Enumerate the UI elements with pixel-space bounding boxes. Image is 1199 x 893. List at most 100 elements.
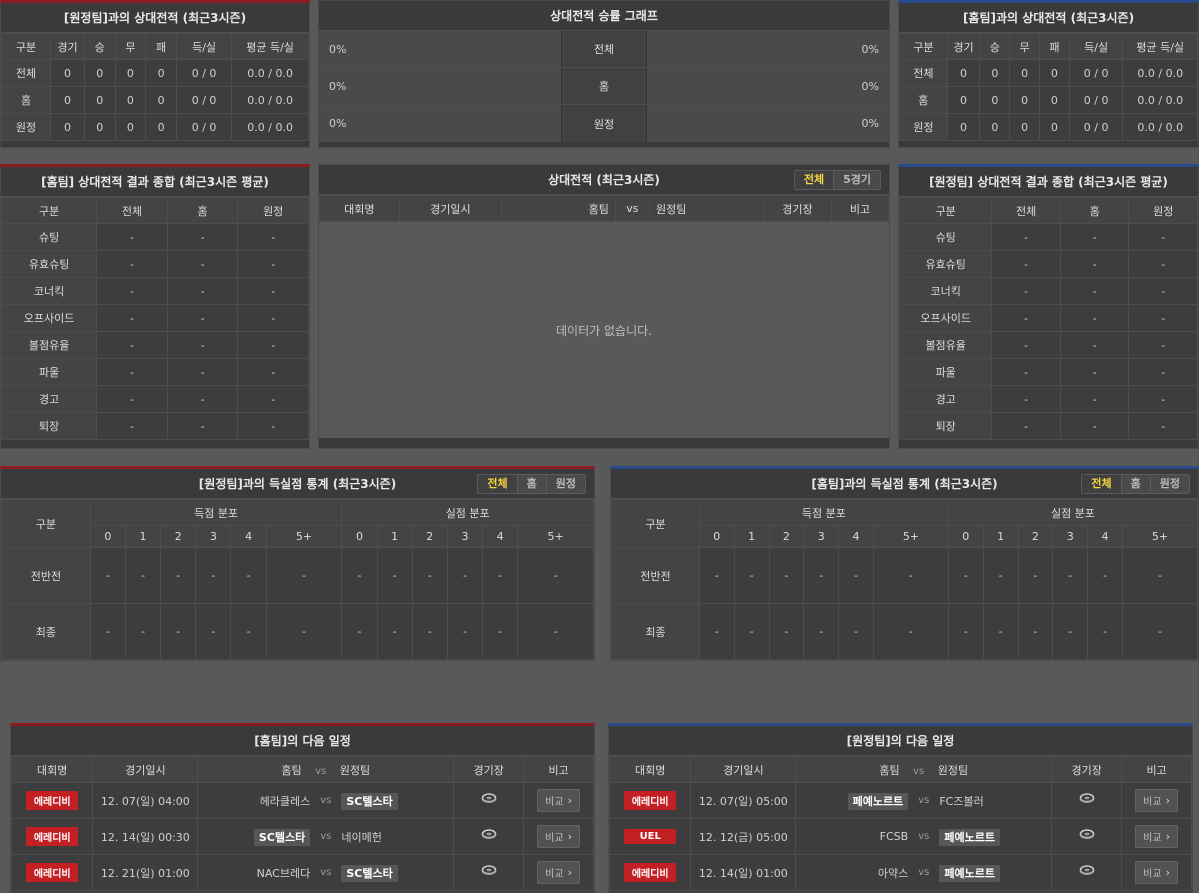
cell: - xyxy=(991,250,1061,278)
col-home-team: 홈팀 xyxy=(879,763,900,777)
tab-away[interactable]: 원정 xyxy=(1150,475,1189,493)
cell: - xyxy=(96,358,168,386)
table-row: 에레디비 12. 14(일) 01:00 아약스 vs 페예노르트 비교 › xyxy=(608,854,1192,891)
table-row: 퇴장 - - - xyxy=(0,412,309,440)
col-vs: vs xyxy=(315,765,327,777)
cell: 0 xyxy=(114,113,147,141)
compare-button[interactable]: 비교 › xyxy=(1135,861,1178,884)
tab-home[interactable]: 홈 xyxy=(1121,475,1151,493)
away-team-name[interactable]: FC즈볼러 xyxy=(939,794,984,808)
away-team-name[interactable]: 페예노르트 xyxy=(939,864,1000,882)
away-team-name[interactable]: SC텔스타 xyxy=(341,792,398,810)
cell: - xyxy=(96,331,168,359)
graph-right-value: 0% xyxy=(646,68,889,104)
cell: - xyxy=(768,547,805,604)
home-team-name[interactable]: SC텔스타 xyxy=(253,828,311,846)
cell: 0 xyxy=(83,86,116,114)
away-team-name[interactable]: 페예노르트 xyxy=(939,828,1000,846)
stadium-cell[interactable] xyxy=(1051,818,1123,855)
cell: 0.0 / 0.0 xyxy=(1122,113,1198,141)
panel-title: 상대전적 승률 그래프 xyxy=(319,1,889,31)
cell: - xyxy=(1128,250,1198,278)
cell: 0 xyxy=(114,86,147,114)
tab-all[interactable]: 전체 xyxy=(794,171,835,189)
cell: - xyxy=(1059,250,1130,278)
stadium-cell[interactable] xyxy=(453,782,525,819)
league-badge: 에레디비 xyxy=(26,791,79,810)
compare-button[interactable]: 비교 › xyxy=(1135,825,1178,848)
league-badge: 에레디비 xyxy=(624,863,677,882)
table-row: 에레디비 12. 14(일) 00:30 SC텔스타 vs 네이메헌 비교 › xyxy=(10,818,594,855)
home-team-name[interactable]: FCSB xyxy=(879,830,909,843)
table-header-row: 구분 경기 승 무 패 득/실 평균 득/실 xyxy=(899,33,1198,60)
home-team-name[interactable]: NAC브레다 xyxy=(256,866,311,880)
panel-schedule-home: [홈팀]의 다음 일정 대회명 경기일시 홈팀 vs 원정팀 경기장 비고 에레… xyxy=(10,723,595,893)
compare-button[interactable]: 비교 › xyxy=(537,789,580,812)
note-cell: 비교 › xyxy=(523,854,594,891)
h2h-away-table: 구분 경기 승 무 패 득/실 평균 득/실 전체 0 0 0 0 0 / 0 … xyxy=(0,33,309,141)
row-label: 파울 xyxy=(0,358,98,386)
match-cell: 아약스 vs 페예노르트 xyxy=(795,854,1053,891)
table-row: 파울 - - - xyxy=(0,358,309,386)
cell: 0 xyxy=(946,113,981,141)
row-label: 슈팅 xyxy=(0,223,98,251)
table-header-row: 대회명 경기일시 홈팀 vs 원정팀 경기장 비고 xyxy=(608,756,1192,783)
away-team-name[interactable]: SC텔스타 xyxy=(341,864,398,882)
cell: - xyxy=(265,547,343,604)
table-header-row: 0 1 2 3 4 5+ 0 1 2 3 4 5+ xyxy=(612,525,1199,548)
compare-button[interactable]: 비교 › xyxy=(1135,789,1178,812)
stadium-cell[interactable] xyxy=(453,854,525,891)
tab-all[interactable]: 전체 xyxy=(478,475,518,493)
cell: - xyxy=(446,603,484,660)
cell: - xyxy=(1128,223,1198,251)
col-bucket: 3 xyxy=(195,525,232,548)
cell: 0.0 / 0.0 xyxy=(231,113,309,141)
away-team-name[interactable]: 네이메헌 xyxy=(341,830,382,844)
graph-right-value: 0% xyxy=(646,105,889,142)
col-home-team: 홈팀 xyxy=(281,763,302,777)
cell: 0 xyxy=(145,86,177,114)
home-team-name[interactable]: 페예노르트 xyxy=(847,792,909,810)
tab-home[interactable]: 홈 xyxy=(517,475,547,493)
summary-away-table: 구분 전체 홈 원정 슈팅 - - - 유효슈팅 - - - 코너킥 - - - 오프사이드 - - - 볼점유… xyxy=(898,197,1198,440)
match-cell: FCSB vs 페예노르트 xyxy=(795,818,1053,855)
stadium-cell[interactable] xyxy=(453,818,525,855)
cell: - xyxy=(1087,547,1123,604)
stadium-icon xyxy=(481,829,497,839)
cell: - xyxy=(1128,412,1198,440)
league-badge: 에레디비 xyxy=(624,791,677,810)
col-bucket: 1 xyxy=(124,525,162,548)
cell: - xyxy=(89,603,126,660)
col-league: 대회명 xyxy=(608,756,692,783)
cell: 0 xyxy=(1009,113,1041,141)
graph-row: 0% 전체 0% xyxy=(319,31,889,68)
stadium-cell[interactable] xyxy=(1051,854,1123,891)
league-cell: 에레디비 xyxy=(608,854,692,891)
table-row: 홈 0 0 0 0 0 / 0 0.0 / 0.0 xyxy=(0,86,309,114)
col-bucket: 0 xyxy=(89,525,126,548)
stadium-cell[interactable] xyxy=(1051,782,1123,819)
col-bucket: 2 xyxy=(1017,525,1054,548)
cell: - xyxy=(1128,358,1198,386)
panel-winrate-graph: 상대전적 승률 그래프 0% 전체 0% 0% 홈 0% 0% 원정 0% xyxy=(318,0,890,148)
col-home: 홈 xyxy=(166,197,239,224)
tab-last5[interactable]: 5경기 xyxy=(834,171,880,189)
cell: 0 / 0 xyxy=(175,113,233,141)
compare-button[interactable]: 비교 › xyxy=(537,825,580,848)
panel-title-text: 상대전적 (최근3시즌) xyxy=(548,173,660,187)
tab-away[interactable]: 원정 xyxy=(546,475,585,493)
cell: - xyxy=(124,547,162,604)
home-team-name[interactable]: 헤라클레스 xyxy=(259,794,311,808)
table-row: 원정 0 0 0 0 0 / 0 0.0 / 0.0 xyxy=(899,113,1198,141)
match-cell: SC텔스타 vs 네이메헌 xyxy=(197,818,455,855)
col-bucket: 4 xyxy=(230,525,267,548)
tab-all[interactable]: 전체 xyxy=(1082,475,1122,493)
compare-button[interactable]: 비교 › xyxy=(537,861,580,884)
match-datetime: 12. 07(일) 04:00 xyxy=(92,782,199,819)
home-team-name[interactable]: 아약스 xyxy=(877,866,909,880)
cell: - xyxy=(1121,547,1199,604)
col-gubun: 구분 xyxy=(0,33,52,60)
col-group-conceded: 실점 분포 xyxy=(947,499,1199,526)
col-games: 경기 xyxy=(946,33,981,60)
cell: - xyxy=(733,547,770,604)
